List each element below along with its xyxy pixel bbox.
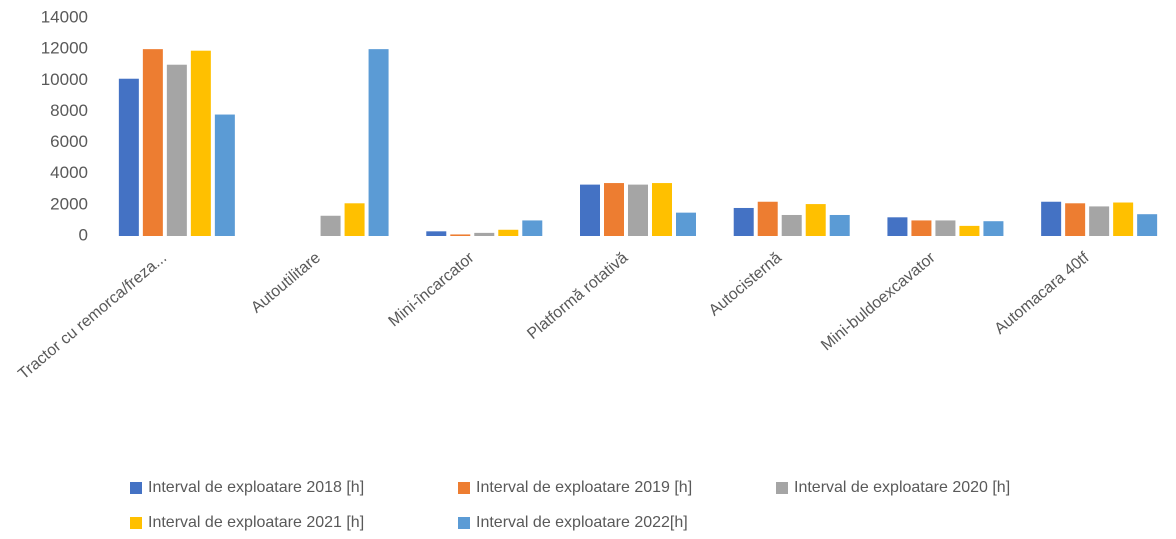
y-tick-label: 10000	[41, 70, 88, 89]
x-tick-label: Mini-buldoexcavator	[818, 249, 939, 355]
bar	[652, 183, 672, 236]
bar	[628, 184, 648, 236]
legend-label: Interval de exploatare 2020 [h]	[794, 479, 1010, 496]
legend-label: Interval de exploatare 2018 [h]	[148, 479, 364, 496]
bar	[498, 229, 519, 236]
bar	[805, 204, 826, 236]
legend-swatch	[130, 482, 142, 494]
bar	[344, 203, 365, 236]
bar	[142, 49, 163, 237]
bar	[1089, 206, 1110, 236]
bar	[676, 212, 696, 236]
bar	[935, 220, 956, 236]
bar	[733, 207, 754, 236]
y-tick-label: 12000	[41, 39, 88, 58]
bar	[580, 184, 600, 236]
y-tick-label: 6000	[50, 132, 88, 151]
bar	[1113, 202, 1134, 236]
x-tick-label: Automacara 40tf	[992, 249, 1093, 338]
bar	[1041, 201, 1062, 236]
legend-label: Interval de exploatare 2021 [h]	[148, 514, 364, 531]
bar	[959, 225, 980, 236]
x-tick-label: Mini-încarcator	[386, 249, 479, 330]
bar	[118, 78, 139, 236]
y-tick-label: 4000	[50, 163, 88, 182]
bar	[166, 64, 187, 236]
y-tick-label: 2000	[50, 194, 88, 213]
bar	[1065, 203, 1086, 236]
bar	[757, 201, 778, 236]
bar	[983, 221, 1004, 236]
x-tick-label: Tractor cu remorca/freza...	[15, 249, 170, 383]
bar	[190, 50, 211, 237]
bar	[911, 220, 932, 236]
bar	[829, 214, 850, 236]
bar	[522, 220, 543, 236]
bar	[426, 231, 447, 236]
bar	[781, 214, 802, 236]
bar	[1137, 214, 1158, 236]
bar	[450, 234, 471, 236]
x-tick-label: Autoutilitare	[248, 249, 324, 316]
legend-swatch	[458, 517, 470, 529]
y-tick-label: 8000	[50, 101, 88, 120]
x-tick-label: Platformă rotativă	[524, 249, 631, 343]
bar	[368, 49, 389, 237]
y-tick-label: 0	[79, 225, 88, 244]
bar	[474, 232, 495, 236]
bar	[887, 217, 908, 236]
legend-label: Interval de exploatare 2019 [h]	[476, 479, 692, 496]
y-tick-label: 14000	[41, 7, 88, 26]
x-tick-label: Autocisternă	[706, 249, 785, 319]
bar	[604, 183, 624, 236]
legend-swatch	[776, 482, 788, 494]
legend-swatch	[130, 517, 142, 529]
bar	[320, 215, 341, 236]
legend-label: Interval de exploatare 2022[h]	[476, 514, 688, 531]
legend-swatch	[458, 482, 470, 494]
bar	[214, 114, 235, 236]
